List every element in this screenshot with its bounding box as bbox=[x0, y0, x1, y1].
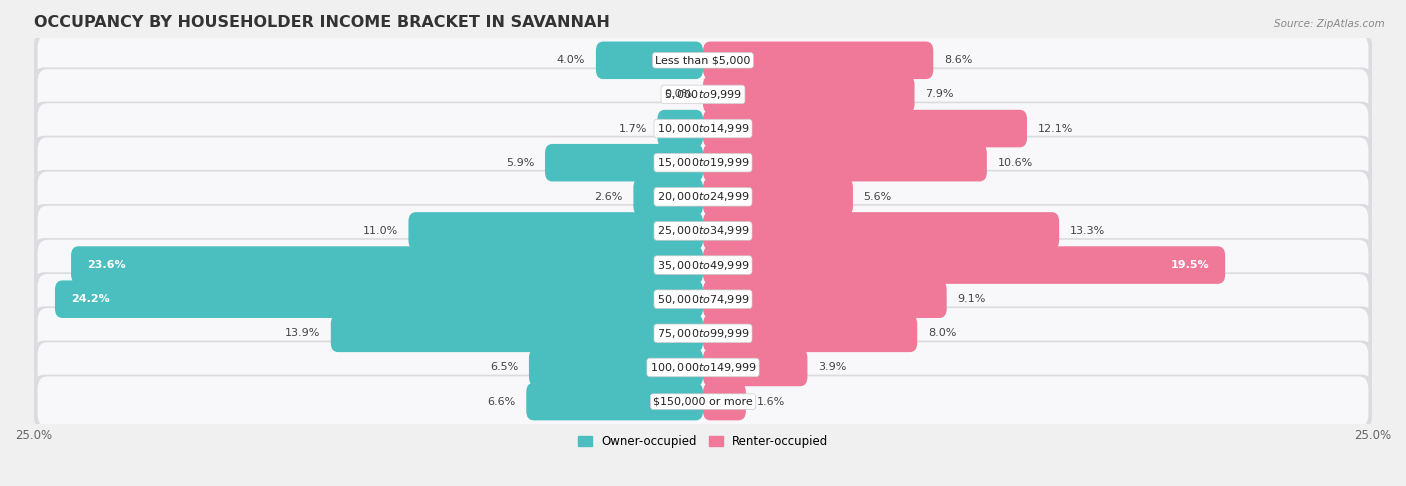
FancyBboxPatch shape bbox=[703, 212, 1059, 250]
FancyBboxPatch shape bbox=[34, 102, 1372, 156]
Text: 8.6%: 8.6% bbox=[943, 55, 973, 65]
FancyBboxPatch shape bbox=[330, 314, 703, 352]
FancyBboxPatch shape bbox=[703, 348, 807, 386]
FancyBboxPatch shape bbox=[596, 41, 703, 79]
FancyBboxPatch shape bbox=[34, 34, 1372, 87]
FancyBboxPatch shape bbox=[34, 204, 1372, 258]
Text: 0.0%: 0.0% bbox=[664, 89, 692, 100]
Text: 7.9%: 7.9% bbox=[925, 89, 953, 100]
FancyBboxPatch shape bbox=[703, 41, 934, 79]
FancyBboxPatch shape bbox=[38, 376, 1368, 427]
Text: 11.0%: 11.0% bbox=[363, 226, 398, 236]
FancyBboxPatch shape bbox=[703, 178, 853, 216]
Text: $35,000 to $49,999: $35,000 to $49,999 bbox=[657, 259, 749, 272]
FancyBboxPatch shape bbox=[55, 280, 703, 318]
FancyBboxPatch shape bbox=[38, 308, 1368, 359]
Text: Source: ZipAtlas.com: Source: ZipAtlas.com bbox=[1274, 19, 1385, 30]
FancyBboxPatch shape bbox=[34, 272, 1372, 326]
Text: $75,000 to $99,999: $75,000 to $99,999 bbox=[657, 327, 749, 340]
FancyBboxPatch shape bbox=[38, 104, 1368, 154]
FancyBboxPatch shape bbox=[703, 76, 914, 113]
Text: 8.0%: 8.0% bbox=[928, 329, 956, 338]
FancyBboxPatch shape bbox=[38, 35, 1368, 86]
FancyBboxPatch shape bbox=[38, 240, 1368, 290]
FancyBboxPatch shape bbox=[409, 212, 703, 250]
FancyBboxPatch shape bbox=[38, 274, 1368, 325]
Text: 5.6%: 5.6% bbox=[863, 192, 891, 202]
Text: 13.9%: 13.9% bbox=[284, 329, 321, 338]
FancyBboxPatch shape bbox=[38, 138, 1368, 188]
Text: 24.2%: 24.2% bbox=[72, 294, 110, 304]
Text: 2.6%: 2.6% bbox=[595, 192, 623, 202]
FancyBboxPatch shape bbox=[703, 280, 946, 318]
Text: 6.6%: 6.6% bbox=[488, 397, 516, 407]
Text: 9.1%: 9.1% bbox=[957, 294, 986, 304]
FancyBboxPatch shape bbox=[34, 136, 1372, 190]
FancyBboxPatch shape bbox=[526, 383, 703, 420]
FancyBboxPatch shape bbox=[72, 246, 703, 284]
Text: $50,000 to $74,999: $50,000 to $74,999 bbox=[657, 293, 749, 306]
Legend: Owner-occupied, Renter-occupied: Owner-occupied, Renter-occupied bbox=[572, 430, 834, 452]
Text: $25,000 to $34,999: $25,000 to $34,999 bbox=[657, 225, 749, 238]
FancyBboxPatch shape bbox=[34, 68, 1372, 122]
Text: $10,000 to $14,999: $10,000 to $14,999 bbox=[657, 122, 749, 135]
Text: 10.6%: 10.6% bbox=[997, 157, 1033, 168]
FancyBboxPatch shape bbox=[38, 69, 1368, 120]
FancyBboxPatch shape bbox=[703, 246, 1225, 284]
FancyBboxPatch shape bbox=[546, 144, 703, 181]
Text: $150,000 or more: $150,000 or more bbox=[654, 397, 752, 407]
FancyBboxPatch shape bbox=[658, 110, 703, 147]
Text: OCCUPANCY BY HOUSEHOLDER INCOME BRACKET IN SAVANNAH: OCCUPANCY BY HOUSEHOLDER INCOME BRACKET … bbox=[34, 15, 609, 30]
Text: $15,000 to $19,999: $15,000 to $19,999 bbox=[657, 156, 749, 169]
Text: $20,000 to $24,999: $20,000 to $24,999 bbox=[657, 191, 749, 203]
Text: $100,000 to $149,999: $100,000 to $149,999 bbox=[650, 361, 756, 374]
FancyBboxPatch shape bbox=[703, 383, 745, 420]
FancyBboxPatch shape bbox=[38, 342, 1368, 393]
Text: Less than $5,000: Less than $5,000 bbox=[655, 55, 751, 65]
Text: 1.6%: 1.6% bbox=[756, 397, 785, 407]
FancyBboxPatch shape bbox=[34, 170, 1372, 224]
Text: 3.9%: 3.9% bbox=[818, 363, 846, 372]
FancyBboxPatch shape bbox=[703, 144, 987, 181]
Text: 4.0%: 4.0% bbox=[557, 55, 585, 65]
Text: 12.1%: 12.1% bbox=[1038, 123, 1073, 134]
Text: 6.5%: 6.5% bbox=[489, 363, 519, 372]
FancyBboxPatch shape bbox=[633, 178, 703, 216]
Text: 13.3%: 13.3% bbox=[1070, 226, 1105, 236]
Text: 1.7%: 1.7% bbox=[619, 123, 647, 134]
Text: 19.5%: 19.5% bbox=[1170, 260, 1209, 270]
Text: 23.6%: 23.6% bbox=[87, 260, 125, 270]
FancyBboxPatch shape bbox=[703, 314, 917, 352]
FancyBboxPatch shape bbox=[38, 172, 1368, 222]
FancyBboxPatch shape bbox=[34, 341, 1372, 395]
Text: 5.9%: 5.9% bbox=[506, 157, 534, 168]
FancyBboxPatch shape bbox=[38, 206, 1368, 256]
Text: $5,000 to $9,999: $5,000 to $9,999 bbox=[664, 88, 742, 101]
FancyBboxPatch shape bbox=[34, 375, 1372, 429]
FancyBboxPatch shape bbox=[529, 348, 703, 386]
FancyBboxPatch shape bbox=[703, 110, 1026, 147]
FancyBboxPatch shape bbox=[34, 306, 1372, 360]
FancyBboxPatch shape bbox=[34, 238, 1372, 292]
